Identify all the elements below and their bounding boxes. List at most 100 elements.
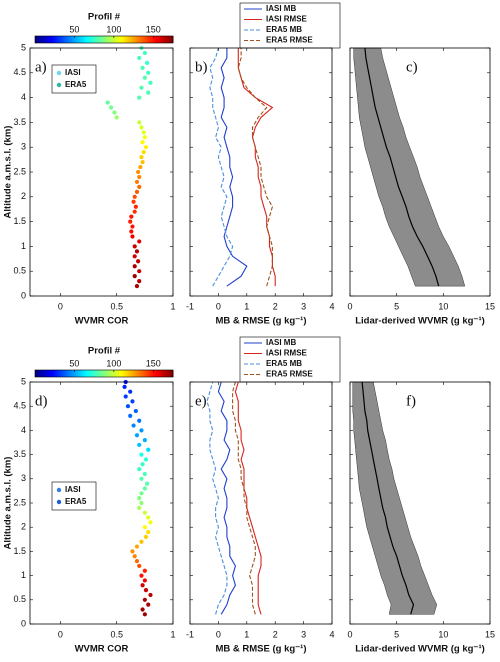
point (139, 428, 144, 433)
point (137, 239, 142, 244)
colorbar-cell (136, 36, 139, 43)
y-tick-label: 3 (21, 473, 26, 483)
point (142, 525, 147, 530)
colorbar-cell (69, 370, 73, 377)
x-tick-label: 0.5 (110, 301, 123, 311)
colorbar-cell (73, 36, 77, 43)
colorbar-cell (121, 36, 124, 43)
colorbar-cell (153, 370, 157, 377)
colorbar-cell (142, 370, 146, 377)
colorbar-cell (39, 36, 42, 43)
colorbar-cell (106, 36, 109, 43)
legend-label: ERA5 (65, 80, 87, 89)
point (129, 214, 134, 219)
colorbar-cell (35, 370, 38, 377)
y-tick-label: 0.5 (13, 266, 26, 276)
colorbar-cell (162, 370, 165, 377)
x-axis-label: Lidar-derived WVMR (g kg⁻¹) (355, 316, 485, 327)
point (134, 433, 140, 438)
colorbar-cell (37, 36, 40, 43)
colorbar-cell (168, 370, 172, 377)
y-tick-label: 1 (21, 570, 26, 580)
point (134, 558, 140, 564)
colorbar-cell (147, 370, 150, 377)
legend-marker (56, 499, 62, 505)
point (148, 592, 153, 598)
colorbar-cell (140, 370, 144, 377)
colorbar-cell (50, 370, 53, 377)
colorbar-cell (63, 370, 66, 377)
point (141, 150, 146, 155)
colorbar-cell (43, 36, 47, 43)
colorbar-cell (160, 36, 163, 43)
x-tick-label: 5 (394, 301, 399, 311)
point (146, 70, 151, 75)
colorbar-cell (110, 370, 114, 377)
x-tick-label: 0 (216, 301, 221, 311)
y-axis-label: Altitude a.m.s.l. (km) (3, 126, 14, 219)
point (138, 164, 143, 170)
point (143, 457, 149, 462)
y-tick-label: 0 (21, 618, 26, 628)
point (131, 423, 136, 428)
colorbar-cell (95, 370, 99, 377)
colorbar-cell (160, 370, 163, 377)
x-tick-label: 1 (244, 301, 249, 311)
colorbar-cell (84, 36, 88, 43)
point (140, 583, 145, 588)
y-tick-label: 1.5 (13, 216, 26, 226)
x-tick-label: 1 (170, 301, 175, 311)
colorbar-cell (101, 370, 105, 377)
series-line (209, 47, 234, 287)
point (141, 130, 146, 135)
x-tick-label: -1 (186, 629, 194, 639)
legend-label: ERA5 (65, 497, 87, 506)
point (146, 515, 151, 520)
point (128, 413, 133, 418)
legend-box (51, 64, 97, 94)
point (122, 384, 127, 389)
series-line (237, 48, 273, 287)
panel-label: b) (195, 59, 208, 75)
point (133, 408, 138, 414)
legend-label: IASI (65, 485, 81, 494)
colorbar-cell (93, 36, 96, 43)
point (137, 184, 142, 189)
colorbar-cell (144, 370, 148, 377)
point (142, 50, 147, 56)
y-tick-label: 4.5 (13, 67, 26, 77)
range-band (352, 381, 438, 615)
colorbar-cell (155, 36, 159, 43)
legend-marker (56, 70, 62, 76)
point (135, 259, 141, 264)
colorbar-cell (136, 370, 139, 377)
point (137, 496, 142, 501)
colorbar-cell (149, 370, 152, 377)
point (142, 471, 147, 477)
colorbar-cell (116, 370, 120, 377)
point (139, 491, 144, 496)
point (130, 234, 135, 239)
colorbar-cell (166, 370, 170, 377)
point (143, 534, 149, 539)
point (146, 529, 151, 535)
point (123, 394, 128, 399)
x-tick-label: 10 (438, 629, 448, 639)
legend-label: ERA5 RMSE (266, 36, 313, 45)
point (132, 254, 137, 259)
x-tick-label: 0 (58, 301, 63, 311)
colorbar-cell (56, 370, 60, 377)
colorbar-tick-label: 100 (106, 358, 121, 368)
colorbar-cell (52, 36, 55, 43)
colorbar-cell (54, 36, 58, 43)
point (139, 452, 144, 457)
point (114, 115, 119, 120)
colorbar-cell (47, 370, 51, 377)
colorbar-cell (67, 36, 70, 43)
colorbar-cell (116, 36, 120, 43)
point (132, 194, 137, 199)
panel-label: c) (406, 59, 418, 75)
colorbar-cell (108, 370, 111, 377)
colorbar-tick-label: 50 (69, 358, 79, 368)
colorbar-cell (91, 370, 94, 377)
